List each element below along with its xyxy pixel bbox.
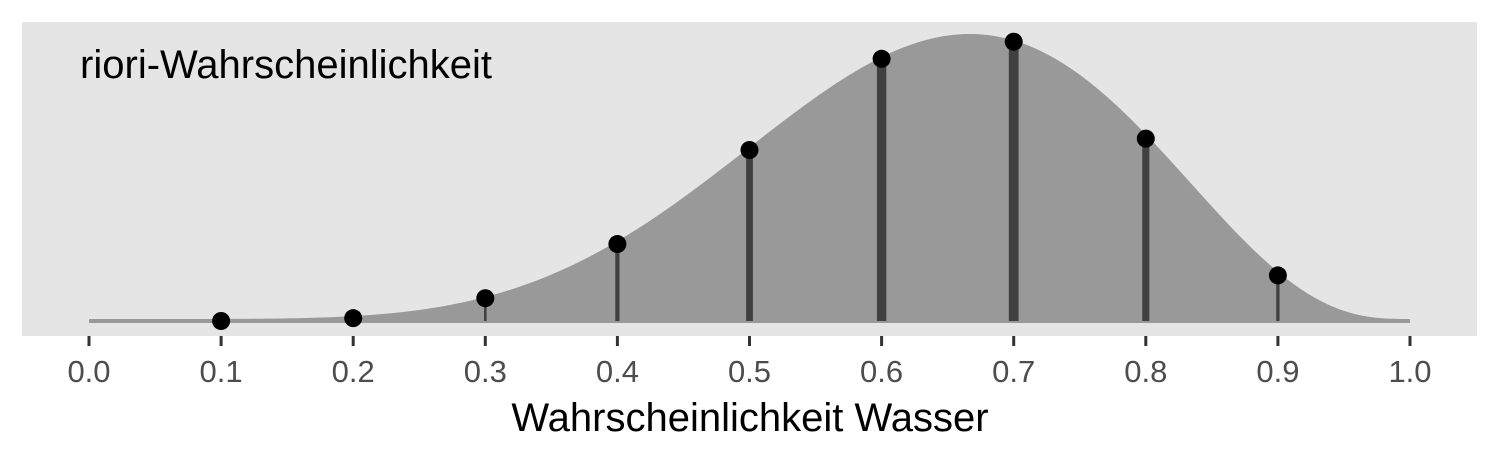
data-point bbox=[344, 309, 363, 328]
x-axis-ticks bbox=[87, 336, 1412, 346]
x-tick-label: 0.7 bbox=[992, 354, 1035, 389]
x-tick-label: 0.5 bbox=[728, 354, 771, 389]
x-axis-tick-labels: 0.0 0.1 0.2 0.3 0.4 0.5 0.6 0.7 0.8 0.9 1.0 bbox=[67, 354, 1431, 389]
data-point bbox=[872, 49, 891, 68]
x-tick-label: 0.1 bbox=[200, 354, 243, 389]
x-tick-label: 0.0 bbox=[67, 354, 110, 389]
x-tick-label: 0.9 bbox=[1256, 354, 1299, 389]
data-point bbox=[1268, 266, 1287, 285]
x-tick-label: 0.6 bbox=[860, 354, 903, 389]
x-axis-title: Wahrscheinlichkeit Wasser bbox=[511, 396, 988, 440]
data-point bbox=[1004, 32, 1023, 51]
x-tick-label: 0.8 bbox=[1124, 354, 1167, 389]
x-tick-label: 0.2 bbox=[332, 354, 375, 389]
x-tick-label: 0.4 bbox=[596, 354, 639, 389]
data-point bbox=[212, 312, 231, 330]
data-point bbox=[740, 141, 759, 159]
stems-layer bbox=[352, 41, 1280, 321]
x-tick-label: 0.3 bbox=[464, 354, 507, 389]
chart-title: riori-Wahrscheinlichkeit bbox=[80, 43, 492, 87]
data-point bbox=[1136, 129, 1155, 148]
data-point bbox=[608, 235, 627, 254]
data-point bbox=[476, 289, 495, 308]
points-layer bbox=[212, 32, 1287, 330]
x-tick-label: 1.0 bbox=[1388, 354, 1431, 389]
